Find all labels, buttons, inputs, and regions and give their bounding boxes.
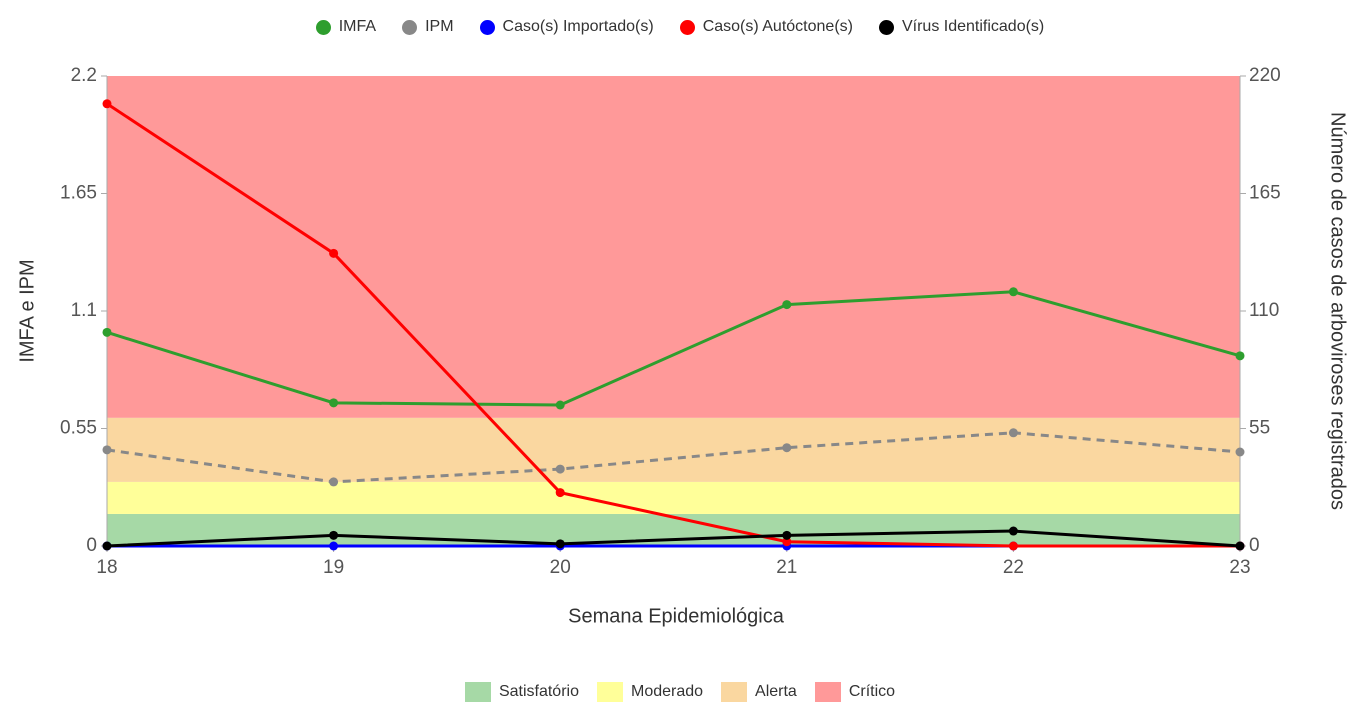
series-point (555, 400, 565, 410)
band (107, 481, 1240, 514)
x-tick-label: 19 (323, 557, 344, 578)
series-point (782, 443, 792, 453)
y-tick-label: 0.55 (60, 418, 97, 439)
x-tick-label: 22 (1003, 557, 1024, 578)
series-line (106, 102, 1240, 548)
legend-item: Satisfatório (464, 682, 579, 702)
series-line (106, 529, 1241, 548)
y2-tick-label: 110 (1249, 300, 1279, 321)
y2-tick-label: 0 (1249, 535, 1260, 556)
y2-tick-label: 220 (1249, 65, 1281, 86)
series-point (329, 248, 339, 258)
band (107, 417, 1240, 482)
legend-label: Caso(s) Importado(s) (502, 18, 654, 35)
legend-swatch (464, 682, 491, 702)
legend-marker (679, 19, 695, 35)
bands (107, 76, 1240, 546)
legend-item: IMFA (315, 18, 377, 36)
series-point (1008, 428, 1018, 438)
series-point (102, 541, 112, 551)
legend-item: Crítico (814, 682, 896, 702)
series-point (1235, 351, 1245, 361)
legend-swatch (721, 682, 748, 702)
x-axis-title: Semana Epidemiológica (568, 605, 785, 627)
legend-swatch (814, 682, 841, 702)
series-point (782, 530, 792, 540)
legend-item: Moderado (596, 682, 704, 702)
y-tick-label: 2.2 (71, 65, 97, 86)
x-tick-label: 23 (1229, 557, 1250, 578)
y2-tick-label: 165 (1249, 183, 1281, 204)
legend-item: Caso(s) Autóctone(s) (679, 18, 853, 36)
series-line (106, 290, 1241, 407)
band-legend: Satisfatório Moderado Alerta Crítico (0, 682, 1360, 702)
legend-item: IPM (402, 18, 454, 36)
x-tick-label: 21 (776, 557, 797, 578)
y-axis-title: IMFA e IPM (16, 259, 38, 362)
legend-marker (878, 19, 894, 35)
legend-marker (479, 19, 495, 35)
legend-label: Alerta (755, 683, 797, 700)
series-point (782, 300, 792, 310)
series-point (555, 539, 565, 549)
series-point (1008, 541, 1018, 551)
band (107, 76, 1240, 418)
legend-item: Vírus Identificado(s) (878, 18, 1045, 36)
series-point (102, 445, 112, 455)
series-point (102, 327, 112, 337)
series-point (1235, 541, 1245, 551)
series-point (1008, 526, 1018, 536)
series-point (102, 99, 112, 109)
legend-label: Moderado (630, 683, 704, 700)
y-tick-label: 1.1 (71, 300, 97, 321)
series-point (555, 488, 565, 498)
series-point (329, 530, 339, 540)
series-point (1008, 287, 1018, 297)
legend-item: Caso(s) Importado(s) (479, 18, 654, 36)
y-tick-label: 1.65 (60, 183, 97, 204)
legend-label: Vírus Identificado(s) (901, 18, 1045, 35)
legend-item: Alerta (721, 682, 797, 702)
y2-tick-label: 55 (1249, 418, 1270, 439)
y-tick-label: 0 (86, 535, 97, 556)
legend-swatch (596, 682, 623, 702)
legend-marker (402, 19, 418, 35)
series-point (1235, 447, 1245, 457)
legend-label: IPM (425, 18, 454, 35)
series-point (782, 537, 792, 547)
y2-axis-title: Número de casos de arboviroses registrad… (1327, 112, 1349, 510)
series-point (329, 398, 339, 408)
legend-label: Satisfatório (498, 683, 579, 700)
series-legend: IMFA IPM Caso(s) Importado(s) Caso(s) Autóc… (0, 18, 1360, 36)
legend-label: Crítico (848, 683, 896, 700)
legend-label: Caso(s) Autóctone(s) (702, 18, 853, 35)
legend-label: IMFA (338, 18, 377, 35)
legend-marker (315, 19, 331, 35)
series-point (555, 464, 565, 474)
x-tick-label: 18 (96, 557, 117, 578)
series-point (329, 541, 339, 551)
series-point (329, 477, 339, 487)
band (107, 513, 1240, 546)
x-tick-label: 20 (550, 557, 571, 578)
